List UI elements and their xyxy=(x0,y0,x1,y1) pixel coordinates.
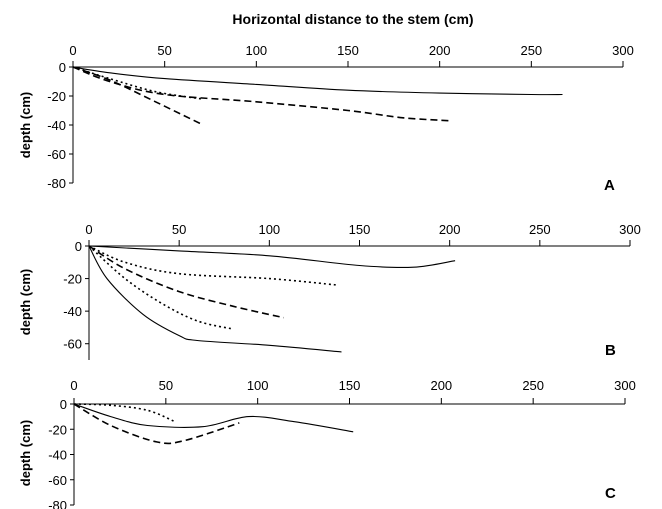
y-tick-label: -40 xyxy=(63,304,82,319)
x-tick-label: 100 xyxy=(245,43,267,58)
x-tick-label: 200 xyxy=(439,222,461,237)
y-axis-label: depth (cm) xyxy=(18,92,33,158)
y-axis-label: depth (cm) xyxy=(18,420,33,486)
panel-C: 0 50 100 150 200 250 300 0 -20 -40 -60 -80 depth (cm… xyxy=(18,378,636,509)
x-tick-label: 300 xyxy=(619,222,641,237)
series-line-2 xyxy=(73,403,354,433)
x-tick-label: 0 xyxy=(70,378,77,393)
x-tick-label: 250 xyxy=(520,43,542,58)
x-tick-label: 150 xyxy=(349,222,371,237)
series-line-2 xyxy=(72,66,449,122)
panels-group: 0 50 100 150 200 250 300 0 -20 -40 -60 -80 depth (cm… xyxy=(18,43,641,509)
y-tick-label: 0 xyxy=(59,60,66,75)
x-tick-label: 100 xyxy=(258,222,280,237)
y-tick-label: 0 xyxy=(75,239,82,254)
x-tick-label: 50 xyxy=(159,378,173,393)
figure-title: Horizontal distance to the stem (cm) xyxy=(232,11,473,27)
series-line-4 xyxy=(72,66,204,126)
series-line-3 xyxy=(88,245,284,319)
y-tick-label: -60 xyxy=(48,473,67,488)
x-tick-label: 200 xyxy=(430,378,452,393)
series-line-3 xyxy=(73,403,240,445)
y-tick-label: -40 xyxy=(48,448,67,463)
y-tick-label: -20 xyxy=(48,422,67,437)
y-tick-label: -20 xyxy=(47,89,66,104)
series-line-1 xyxy=(73,403,176,423)
x-tick-label: 150 xyxy=(339,378,361,393)
x-tick-label: 50 xyxy=(172,222,186,237)
y-tick-label: -80 xyxy=(48,498,67,509)
y-tick-label: -20 xyxy=(63,272,82,287)
series-line-4 xyxy=(88,245,234,330)
x-tick-label: 50 xyxy=(157,43,171,58)
x-tick-label: 150 xyxy=(337,43,359,58)
x-tick-label: 0 xyxy=(85,222,92,237)
panel-label: B xyxy=(605,342,616,359)
series-line-2 xyxy=(88,245,338,286)
panel-label: C xyxy=(605,485,616,502)
panel-A: 0 50 100 150 200 250 300 0 -20 -40 -60 -80 depth (cm… xyxy=(18,43,634,194)
x-tick-label: 200 xyxy=(429,43,451,58)
x-tick-label: 250 xyxy=(522,378,544,393)
y-tick-label: -60 xyxy=(47,147,66,162)
panel-B: 0 50 100 150 200 250 300 0 -20 -40 -60 depth (cm) B xyxy=(18,222,641,360)
y-axis-label: depth (cm) xyxy=(18,269,33,335)
series-line-1 xyxy=(72,66,563,96)
y-tick-label: 0 xyxy=(60,397,67,412)
x-tick-label: 100 xyxy=(247,378,269,393)
panel-label: A xyxy=(604,177,615,194)
y-tick-label: -60 xyxy=(63,337,82,352)
x-tick-label: 300 xyxy=(614,378,636,393)
x-tick-label: 300 xyxy=(612,43,634,58)
series-line-5 xyxy=(88,245,342,353)
series-line-1 xyxy=(88,245,456,269)
y-tick-label: -80 xyxy=(47,176,66,191)
y-tick-label: -40 xyxy=(47,118,66,133)
series-line-3 xyxy=(72,66,202,100)
x-tick-label: 250 xyxy=(529,222,551,237)
x-tick-label: 0 xyxy=(69,43,76,58)
